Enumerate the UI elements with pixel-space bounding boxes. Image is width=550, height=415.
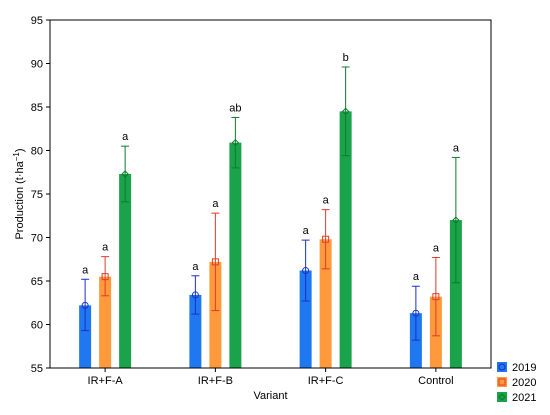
- y-tick-label: 65: [31, 276, 43, 288]
- y-tick-label: 55: [31, 363, 43, 375]
- mean-marker-2021: [121, 170, 129, 178]
- mean-marker-2019: [412, 309, 420, 317]
- legend-marker-2019: [498, 363, 506, 371]
- y-tick-label: 90: [31, 59, 43, 71]
- bars-layer: [79, 111, 462, 368]
- mean-marker-2020: [322, 235, 330, 243]
- y-tick-label: 60: [31, 320, 43, 332]
- plot-frame: [49, 19, 492, 369]
- x-tick-label: IR+F-B: [198, 375, 233, 387]
- x-tick-label: IR+F-A: [88, 375, 124, 387]
- x-tick-label: Control: [418, 375, 453, 387]
- bar-2020: [99, 276, 112, 368]
- significance-letter: a: [433, 243, 440, 255]
- bar-2020: [209, 261, 222, 368]
- significance-letter: ab: [229, 102, 241, 114]
- error-bars-layer: [81, 66, 460, 341]
- significance-letter: a: [192, 261, 199, 273]
- y-tick-label: 70: [31, 233, 43, 245]
- mean-marker-2021: [452, 216, 460, 224]
- mean-marker-2021: [341, 107, 350, 116]
- legend-marker-2020: [498, 378, 506, 386]
- legend-label-2020: 2020: [512, 377, 536, 389]
- mean-marker-2019: [191, 291, 199, 299]
- mean-marker-2020: [101, 273, 109, 281]
- y-axis-title-main: Production (t·ha: [14, 160, 26, 239]
- significance-letter: a: [122, 131, 129, 143]
- bar-2019: [299, 270, 312, 368]
- x-axis-title: Variant: [253, 390, 287, 402]
- x-tick-label: IR+F-C: [308, 375, 344, 387]
- y-tick-label: 80: [31, 146, 43, 158]
- significance-letter: a: [323, 195, 330, 207]
- mean-marker-2019: [302, 267, 310, 275]
- y-axis-title: Production (t·ha−1): [12, 148, 27, 239]
- mean-marker-2020: [432, 293, 440, 301]
- significance-letter: a: [82, 264, 89, 276]
- significance-letter: a: [413, 271, 420, 283]
- legend: 2019 2020 2021: [497, 362, 536, 404]
- y-axis-title-sup: −1: [12, 152, 21, 162]
- bar-2021: [229, 142, 242, 368]
- legend-swatch-2021: [497, 392, 507, 402]
- bar-2021: [339, 111, 352, 368]
- x-axis: IR+F-A IR+F-B IR+F-C Control: [88, 368, 454, 387]
- y-tick-label: 75: [31, 189, 43, 201]
- significance-letter: a: [303, 225, 310, 237]
- y-axis-title-close: ): [14, 148, 26, 152]
- legend-swatch-2020: [497, 377, 507, 387]
- significance-letter: a: [102, 242, 109, 254]
- bar-2021: [449, 220, 462, 368]
- legend-label-2021: 2021: [512, 392, 536, 404]
- mean-marker-2020: [211, 258, 219, 266]
- mean-marker-2019: [81, 301, 89, 309]
- y-tick-label: 85: [31, 102, 43, 114]
- mean-marker-2021: [231, 138, 240, 147]
- bar-2020: [319, 239, 332, 368]
- significance-letter: a: [453, 142, 460, 154]
- legend-label-2019: 2019: [512, 362, 536, 374]
- significance-letter: a: [212, 198, 219, 210]
- bar-2019: [79, 305, 92, 368]
- y-axis: 55 60 65 70 75 80 85 90 95: [31, 15, 50, 375]
- bar-2021: [119, 173, 132, 368]
- y-tick-label: 95: [31, 15, 43, 27]
- legend-swatch-2019: [497, 362, 507, 372]
- significance-letter: b: [343, 52, 349, 64]
- bar-2019: [189, 294, 202, 368]
- legend-marker-2021: [498, 393, 506, 401]
